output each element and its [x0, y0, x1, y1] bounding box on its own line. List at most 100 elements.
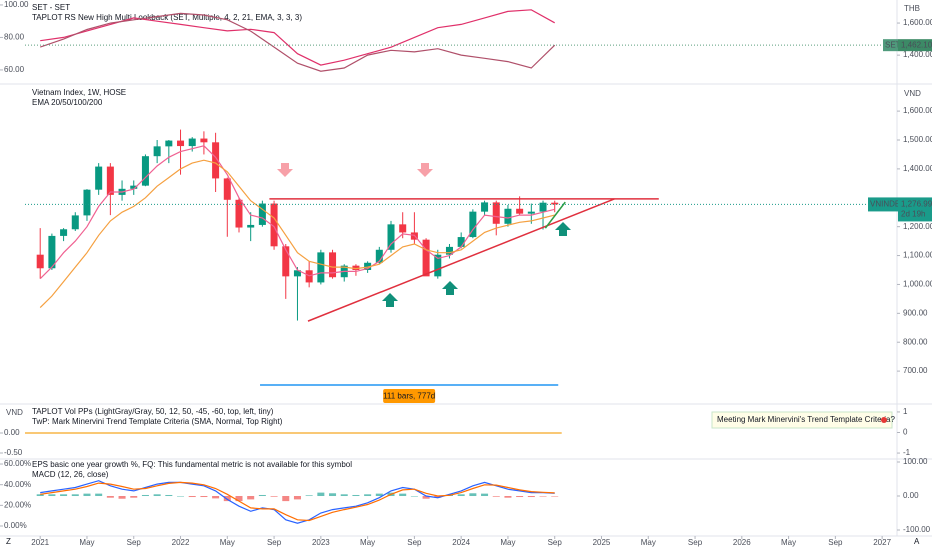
x-tick-label: 2021 [31, 538, 49, 547]
candle-body [481, 202, 489, 212]
y-tick-label: 40.00% [4, 480, 31, 489]
candle-body [457, 237, 465, 247]
histogram-bar [247, 496, 255, 500]
candle-body [504, 208, 512, 224]
candle-body [551, 202, 559, 205]
corner-icon[interactable]: A [914, 537, 920, 546]
y2-tick-label: 900.00 [903, 308, 928, 317]
down-arrow [417, 163, 433, 177]
y2-tick-label: 100.00 [903, 457, 928, 466]
candle-body [48, 235, 56, 269]
name-tag [868, 197, 898, 212]
down-arrow [277, 163, 293, 177]
candle-body [387, 224, 395, 250]
axis: VND 0.00 -0.50 1 0 -1 [0, 407, 911, 457]
candle-body [527, 211, 535, 214]
candle-body [247, 224, 255, 228]
histogram-bar [200, 496, 208, 498]
y2-tick-label: 1,000.00 [903, 280, 932, 289]
candle-body [539, 202, 547, 212]
histogram-bar [188, 496, 196, 498]
candle-body [317, 252, 325, 283]
histogram-bar [539, 496, 547, 497]
histogram-bar [60, 494, 68, 497]
y-tick-label: 60.00% [4, 459, 31, 468]
panel-subtitle: TwP: Mark Minervini Trend Template Crite… [32, 417, 283, 426]
histogram-bar [457, 494, 465, 497]
candle-body [375, 249, 383, 263]
panel-subtitle: MACD (12, 26, close) [32, 470, 109, 479]
histogram-bar [153, 494, 161, 497]
histogram-bar [422, 496, 430, 499]
name-tag [883, 39, 898, 52]
candle-body [469, 211, 477, 238]
y2-tick-label: 0 [903, 428, 908, 437]
histogram-bar [71, 494, 79, 497]
badge-dot [881, 417, 887, 423]
x-tick-label: May [781, 538, 796, 547]
y2-tick-label: 1 [903, 407, 908, 416]
candle-body [492, 202, 500, 224]
histogram-bar [352, 494, 360, 497]
x-tick-label: Sep [828, 538, 843, 547]
x-tick-label: May [220, 538, 235, 547]
histogram-bar [223, 496, 231, 502]
x-tick-label: May [641, 538, 656, 547]
histogram-bar [329, 493, 337, 497]
histogram-bar [527, 496, 535, 498]
panel-subtitle: EMA 20/50/100/200 [32, 98, 103, 107]
candle-body [293, 270, 301, 277]
candle-body [165, 140, 173, 147]
histogram-bar [317, 492, 325, 497]
name-tag-label: SET [885, 40, 901, 49]
price-tag [898, 197, 932, 222]
candle-body [36, 254, 44, 269]
y2-tick-label: 700.00 [903, 366, 928, 375]
candle-body [60, 229, 68, 236]
x-tick-label: Sep [548, 538, 563, 547]
y2-tick-label: -1 [903, 448, 911, 457]
candle-body [422, 239, 430, 277]
candle-body [141, 156, 149, 186]
candle-body [434, 254, 442, 277]
corner-icon[interactable]: Z [6, 537, 11, 546]
badge-bg [711, 411, 893, 429]
candle-body [153, 146, 161, 157]
countdown-label: 2d 19h [901, 210, 925, 219]
histogram-bar [177, 496, 185, 497]
y-tick-label: 20.00% [4, 500, 31, 509]
x-tick-label: 2023 [312, 538, 330, 547]
axis-unit: VND [904, 89, 921, 98]
candle-body [352, 265, 360, 270]
histogram-bar [469, 493, 477, 497]
badge-label: Meeting Mark Minervini's Trend Template … [717, 415, 895, 424]
x-tick-label: 2026 [733, 538, 751, 547]
histogram-bar [212, 496, 220, 499]
axis-unit: THB [904, 4, 920, 13]
histogram-bar [235, 496, 243, 502]
histogram-bar [410, 496, 418, 497]
candle-body [516, 208, 524, 214]
histogram-bar [293, 496, 301, 500]
axis: 60.00% 40.00% 20.00% 0.00% 100.00 0.00 -100.00… [0, 457, 931, 547]
panel-borders [0, 0, 932, 537]
panel-title: EPS basic one year growth %, FQ: This fu… [32, 460, 352, 469]
histogram-bar [106, 496, 114, 498]
x-tick-label: May [79, 538, 94, 547]
panel-subtitle: TAPLOT RS New High Multi Lookback (SET, … [32, 13, 302, 22]
histogram-bar [282, 496, 290, 502]
price-tag-label: 1,276.99 [901, 200, 932, 209]
y2-tick-label: 800.00 [903, 337, 928, 346]
histogram-bar [141, 494, 149, 497]
candle-body [258, 203, 266, 225]
histogram-bar [36, 494, 44, 497]
histogram-bar [399, 493, 407, 497]
x-tick-label: 2027 [873, 538, 891, 547]
candle-body [71, 215, 79, 230]
series-line [40, 481, 555, 522]
